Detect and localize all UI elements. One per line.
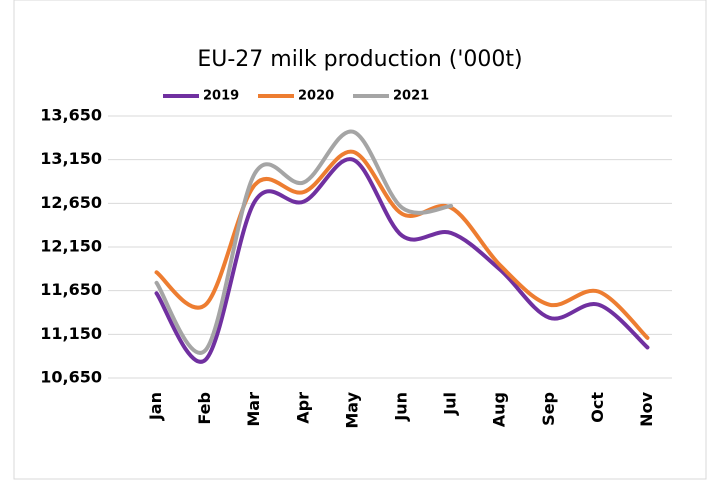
y-tick-label: 10,650 [40,368,102,387]
x-tick-label: Apr [293,392,312,424]
y-tick-label: 13,150 [40,149,102,168]
legend-label: 2019 [203,89,239,104]
x-tick-label: Jul [441,392,460,416]
x-tick-label: Mar [244,392,263,427]
y-tick-label: 12,650 [40,193,102,212]
x-tick-label: Jun [392,392,411,422]
series-line [154,157,650,364]
series-line [154,129,454,355]
x-tick-label: Feb [195,392,214,425]
legend-label: 2020 [298,89,334,104]
series-line [154,149,650,340]
chart-frame [13,0,707,480]
x-tick-label: May [342,391,361,428]
x-tick-label: Oct [588,392,607,423]
x-tick-label: Jan [146,392,165,421]
y-tick-label: 13,650 [40,106,102,125]
x-tick-label: Aug [490,392,509,427]
x-tick-label: Sep [539,392,558,426]
y-tick-label: 11,650 [40,280,102,299]
legend-label: 2021 [393,89,429,104]
y-tick-label: 12,150 [40,237,102,256]
y-tick-label: 11,150 [40,324,102,343]
chart-title: EU-27 milk production ('000t) [197,47,522,72]
x-tick-label: Nov [637,391,656,426]
